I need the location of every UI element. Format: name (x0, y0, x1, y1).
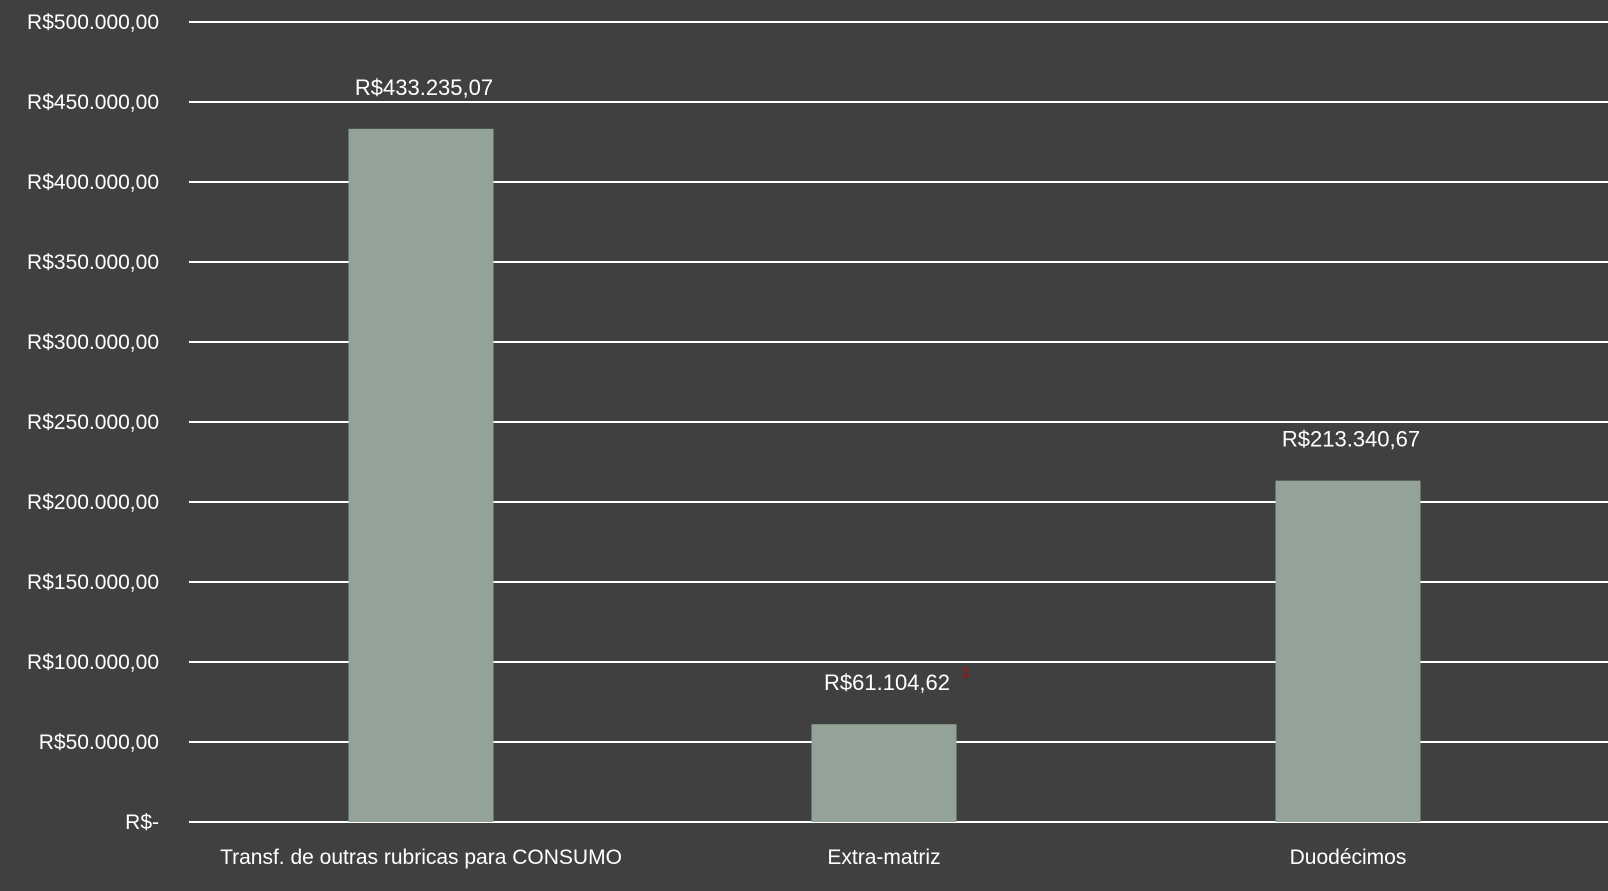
y-tick-label: R$300.000,00 (27, 331, 159, 354)
bar-data-label: R$61.104,62 (824, 670, 950, 695)
x-axis-category-labels: Transf. de outras rubricas para CONSUMO E… (220, 846, 1406, 869)
y-tick-label: R$250.000,00 (27, 411, 159, 434)
x-category-label: Duodécimos (1290, 846, 1407, 869)
bar (349, 129, 494, 822)
footnote-marker: 1 (962, 664, 970, 680)
y-tick-label: R$450.000,00 (27, 91, 159, 114)
y-tick-label: R$- (125, 811, 159, 834)
y-tick-label: R$50.000,00 (39, 731, 159, 754)
bar (1276, 481, 1421, 822)
y-tick-label: R$400.000,00 (27, 171, 159, 194)
bar (812, 724, 957, 822)
y-tick-label: R$150.000,00 (27, 571, 159, 594)
data-labels: R$433.235,07 R$61.104,62 R$213.340,67 (355, 75, 1420, 695)
y-tick-label: R$100.000,00 (27, 651, 159, 674)
y-axis-tick-labels: R$- R$50.000,00 R$100.000,00 R$150.000,00 R$… (27, 11, 159, 834)
bar-data-label: R$213.340,67 (1282, 427, 1420, 452)
y-tick-label: R$200.000,00 (27, 491, 159, 514)
x-category-label: Transf. de outras rubricas para CONSUMO (220, 846, 622, 869)
bar-data-label: R$433.235,07 (355, 75, 493, 100)
y-tick-label: R$350.000,00 (27, 251, 159, 274)
bars (349, 129, 1421, 822)
y-tick-label: R$500.000,00 (27, 11, 159, 34)
x-category-label: Extra-matriz (827, 846, 940, 869)
